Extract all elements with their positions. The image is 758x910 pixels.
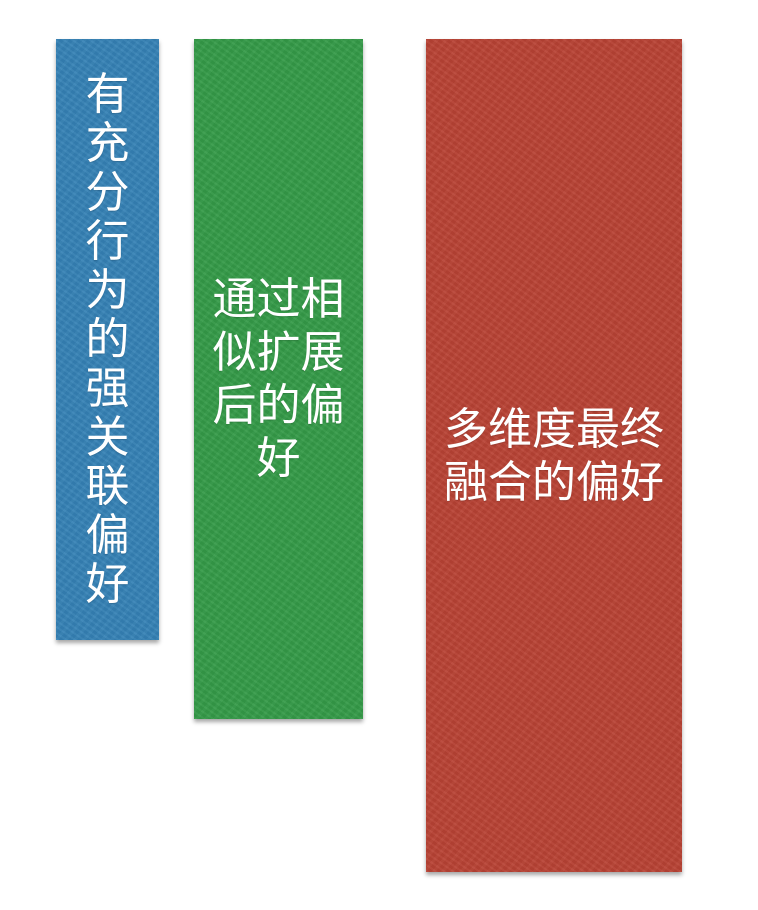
blue-panel-text: 有充分行为的强关联偏好 — [85, 69, 130, 610]
green-panel: 通过相似扩展后的偏好 — [194, 39, 363, 719]
red-panel: 多维度最终融合的偏好 — [426, 39, 682, 872]
blue-panel: 有充分行为的强关联偏好 — [56, 39, 159, 640]
green-panel-text: 通过相似扩展后的偏好 — [212, 274, 345, 484]
red-panel-text: 多维度最终融合的偏好 — [444, 403, 664, 508]
